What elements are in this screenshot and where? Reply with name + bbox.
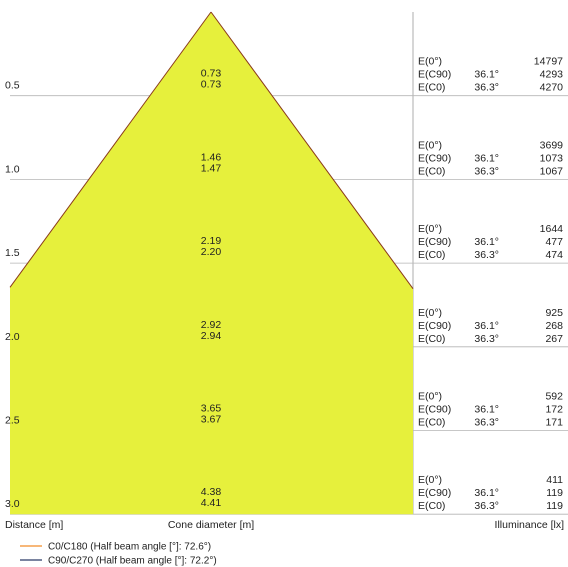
illuminance-value: 171	[545, 417, 563, 429]
illuminance-value: 477	[545, 236, 563, 248]
distance-axis-label: Distance [m]	[5, 519, 63, 531]
illuminance-name: E(C0)	[418, 417, 445, 429]
illuminance-name: E(0°)	[418, 391, 442, 403]
illuminance-angle: 36.1°	[474, 487, 499, 499]
illuminance-name: E(C90)	[418, 404, 451, 416]
illuminance-angle: 36.3°	[474, 165, 499, 177]
cone-diameter-c0: 0.73	[201, 68, 222, 80]
illuminance-name: E(C0)	[418, 500, 445, 512]
cone-area	[10, 12, 413, 515]
legend-label-c90-c270: C90/C270 (Half beam angle [°]: 72.2°)	[48, 556, 217, 567]
distance-label: 1.5	[5, 247, 20, 259]
illuminance-value: 1644	[540, 223, 564, 235]
illuminance-angle: 36.3°	[474, 417, 499, 429]
illuminance-value: 1067	[540, 165, 564, 177]
illuminance-name: E(0°)	[418, 223, 442, 235]
illuminance-angle: 36.1°	[474, 152, 499, 164]
cone-diameter-c90: 1.47	[201, 162, 222, 174]
illuminance-angle: 36.1°	[474, 404, 499, 416]
cone-diameter-c90: 2.20	[201, 246, 222, 258]
illuminance-angle: 36.3°	[474, 333, 499, 345]
illuminance-name: E(C90)	[418, 320, 451, 332]
cone-diameter-c0: 2.92	[201, 319, 222, 331]
illuminance-angle: 36.1°	[474, 69, 499, 81]
cone-diameter-c90: 3.67	[201, 414, 222, 426]
illuminance-value: 267	[545, 333, 563, 345]
illuminance-angle: 36.1°	[474, 236, 499, 248]
distance-label: 0.5	[5, 80, 20, 92]
illuminance-angle: 36.3°	[474, 500, 499, 512]
illuminance-value: 411	[546, 474, 563, 486]
illuminance-name: E(C90)	[418, 236, 451, 248]
cone-edge-right	[210, 11, 414, 290]
distance-label: 3.0	[5, 498, 20, 510]
light-cone	[9, 11, 414, 515]
illuminance-name: E(0°)	[418, 139, 442, 151]
illuminance-value: 268	[545, 320, 563, 332]
legend: C0/C180 (Half beam angle [°]: 72.6°) C90…	[20, 542, 217, 567]
illuminance-name: E(0°)	[418, 474, 442, 486]
cone-diameter-c90: 2.94	[201, 330, 222, 342]
cone-diameter-axis-label: Cone diameter [m]	[168, 519, 254, 531]
illuminance-name: E(C0)	[418, 165, 445, 177]
illuminance-value: 1073	[540, 152, 564, 164]
illuminance-table: E(0°) 14797 E(C90) 36.1° 4293 E(C0) 36.3° 4270 E…	[418, 56, 563, 513]
illuminance-name: E(0°)	[418, 56, 442, 68]
cone-edge-left	[9, 11, 212, 288]
illuminance-name: E(C90)	[418, 69, 451, 81]
illuminance-value: 592	[545, 391, 563, 403]
legend-label-c0-c180: C0/C180 (Half beam angle [°]: 72.6°)	[48, 542, 211, 553]
cone-diameter-c0: 4.38	[201, 486, 222, 498]
illuminance-value: 3699	[540, 139, 564, 151]
illuminance-value: 925	[545, 307, 563, 319]
distance-rows: 0.5 0.730.73 1.0 1.461.47 1.5 2.192.20 2.0 2.92…	[5, 68, 221, 511]
illuminance-value: 172	[545, 404, 563, 416]
distance-label: 2.5	[5, 415, 20, 427]
cone-diameter-c0: 1.46	[201, 151, 222, 163]
illuminance-value: 119	[546, 487, 563, 499]
illuminance-name: E(C90)	[418, 152, 451, 164]
illuminance-name: E(C0)	[418, 249, 445, 261]
illuminance-name: E(C90)	[418, 487, 451, 499]
illuminance-angle: 36.3°	[474, 249, 499, 261]
cone-diameter-c90: 4.41	[201, 497, 222, 509]
illuminance-value: 4293	[540, 69, 564, 81]
illuminance-value: 4270	[540, 82, 564, 94]
illuminance-name: E(C0)	[418, 333, 445, 345]
illuminance-value: 474	[545, 249, 563, 261]
distance-label: 2.0	[5, 331, 20, 343]
cone-diameter-c0: 3.65	[201, 403, 222, 415]
cone-diameter-c90: 0.73	[201, 79, 222, 91]
illuminance-name: E(0°)	[418, 307, 442, 319]
illuminance-angle: 36.3°	[474, 82, 499, 94]
illuminance-axis-label: Illuminance [lx]	[495, 519, 565, 531]
illuminance-value: 14797	[534, 56, 563, 68]
illuminance-angle: 36.1°	[474, 320, 499, 332]
illuminance-value: 119	[546, 500, 563, 512]
cone-diameter-c0: 2.19	[201, 235, 222, 247]
illuminance-name: E(C0)	[418, 82, 445, 94]
distance-label: 1.0	[5, 163, 20, 175]
